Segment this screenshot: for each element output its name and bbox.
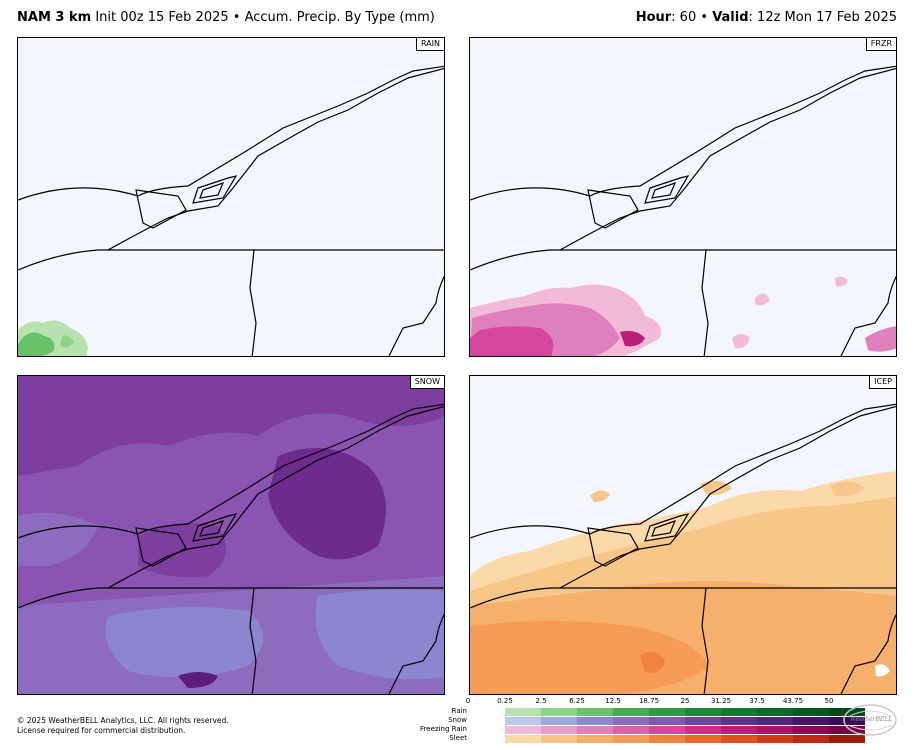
- coastlines: [470, 65, 896, 356]
- legend-swatch: [505, 717, 541, 725]
- legend-swatch: [613, 726, 649, 734]
- logo-text: WeatherBELL: [850, 716, 893, 723]
- legend-swatch: [649, 726, 685, 734]
- license-line: License required for commercial distribu…: [17, 726, 186, 735]
- legend-tick: 37.5: [749, 697, 765, 705]
- legend-tick: 43.75: [782, 697, 804, 705]
- legend-swatch: [757, 735, 793, 743]
- valid-label: Valid: [712, 10, 749, 25]
- copyright-notice: © 2025 WeatherBELL Analytics, LLC. All r…: [17, 716, 229, 736]
- legend-swatch: [793, 735, 829, 743]
- legend-swatch: [541, 717, 577, 725]
- legend-swatch: [577, 735, 613, 743]
- legend-tick: 12.5: [605, 697, 621, 705]
- frzr-map: [470, 65, 896, 356]
- header-title: NAM 3 km Init 00z 15 Feb 2025 • Accum. P…: [17, 10, 435, 25]
- legend-tick: 0: [465, 697, 471, 705]
- legend-swatch: [649, 717, 685, 725]
- legend-swatch: [685, 717, 721, 725]
- legend-swatch: [685, 735, 721, 743]
- legend-swatch: [757, 726, 793, 734]
- legend-tick: 31.25: [710, 697, 732, 705]
- map-panel-snow[interactable]: SNOW: [17, 375, 445, 695]
- legend-swatch: [649, 735, 685, 743]
- panel-label-snow: SNOW: [409, 376, 444, 389]
- legend-tick: 6.25: [569, 697, 585, 705]
- legend-swatch: [721, 726, 757, 734]
- legend-swatch: [505, 708, 541, 716]
- legend-swatch: [721, 708, 757, 716]
- snow-map: [18, 376, 444, 694]
- legend-swatch: [721, 735, 757, 743]
- copyright-line: © 2025 WeatherBELL Analytics, LLC. All r…: [17, 716, 229, 725]
- map-panel-frzr[interactable]: FRZR: [469, 37, 897, 357]
- product-name: Accum. Precip. By Type (mm): [244, 10, 435, 25]
- frzr-shading: [470, 276, 896, 356]
- legend-tick: 2.5: [535, 697, 547, 705]
- legend-swatch: [757, 708, 793, 716]
- model-name: NAM 3 km: [17, 10, 92, 25]
- legend-swatch-row: [505, 717, 865, 725]
- legend-swatch: [505, 726, 541, 734]
- legend-swatch: [829, 726, 865, 734]
- legend-swatch: [577, 726, 613, 734]
- legend-swatch-row: [505, 726, 865, 734]
- icep-shading: [470, 471, 896, 694]
- coastlines: [470, 403, 896, 694]
- legend-swatch: [793, 708, 829, 716]
- weatherbell-logo-icon: [843, 704, 897, 736]
- legend-swatch: [541, 708, 577, 716]
- legend-swatch: [541, 726, 577, 734]
- coastlines: [18, 403, 444, 694]
- legend-swatch: [577, 708, 613, 716]
- legend-swatch: [613, 708, 649, 716]
- legend-tick: 0.25: [497, 697, 513, 705]
- legend-swatch: [577, 717, 613, 725]
- panel-label-rain: RAIN: [415, 38, 444, 51]
- map-panel-rain[interactable]: RAIN: [17, 37, 445, 357]
- hour-value: : 60: [671, 10, 697, 25]
- legend-swatch: [649, 708, 685, 716]
- hour-label: Hour: [635, 10, 672, 25]
- icep-map: [470, 403, 896, 694]
- legend-swatch: [757, 717, 793, 725]
- panel-label-frzr: FRZR: [865, 38, 896, 51]
- legend-swatch: [505, 735, 541, 743]
- legend-swatch: [613, 735, 649, 743]
- legend-swatch: [793, 726, 829, 734]
- separator: •: [232, 10, 241, 25]
- separator: •: [700, 10, 709, 25]
- legend-swatch: [541, 735, 577, 743]
- legend-row-label: Sleet: [449, 734, 467, 742]
- color-legend: 0 0.25 2.5 6.25 12.5 18.75 25 31.25 37.5 43.75 50 …: [420, 697, 865, 747]
- legend-swatch: [721, 717, 757, 725]
- legend-swatch-row: [505, 708, 865, 716]
- legend-tick: 50: [824, 697, 834, 705]
- legend-swatch: [829, 735, 865, 743]
- panel-label-icep: ICEP: [869, 376, 896, 389]
- legend-swatch: [685, 708, 721, 716]
- legend-row-label: Rain: [451, 707, 467, 715]
- legend-tick: 25: [680, 697, 690, 705]
- legend-row-label: Freezing Rain: [420, 725, 467, 733]
- legend-swatch-row: [505, 735, 865, 743]
- legend-row-label: Snow: [448, 716, 467, 724]
- legend-swatch: [829, 717, 865, 725]
- rain-shading: [18, 320, 88, 356]
- legend-swatch: [793, 717, 829, 725]
- coastlines: [18, 65, 444, 356]
- rain-map: [18, 65, 444, 356]
- valid-value: : 12z Mon 17 Feb 2025: [748, 10, 897, 25]
- map-panel-icep[interactable]: ICEP: [469, 375, 897, 695]
- header-valid: Hour: 60 • Valid: 12z Mon 17 Feb 2025: [636, 10, 897, 25]
- legend-swatch: [613, 717, 649, 725]
- init-time: Init 00z 15 Feb 2025: [95, 10, 229, 25]
- legend-tick: 18.75: [638, 697, 660, 705]
- legend-swatch: [685, 726, 721, 734]
